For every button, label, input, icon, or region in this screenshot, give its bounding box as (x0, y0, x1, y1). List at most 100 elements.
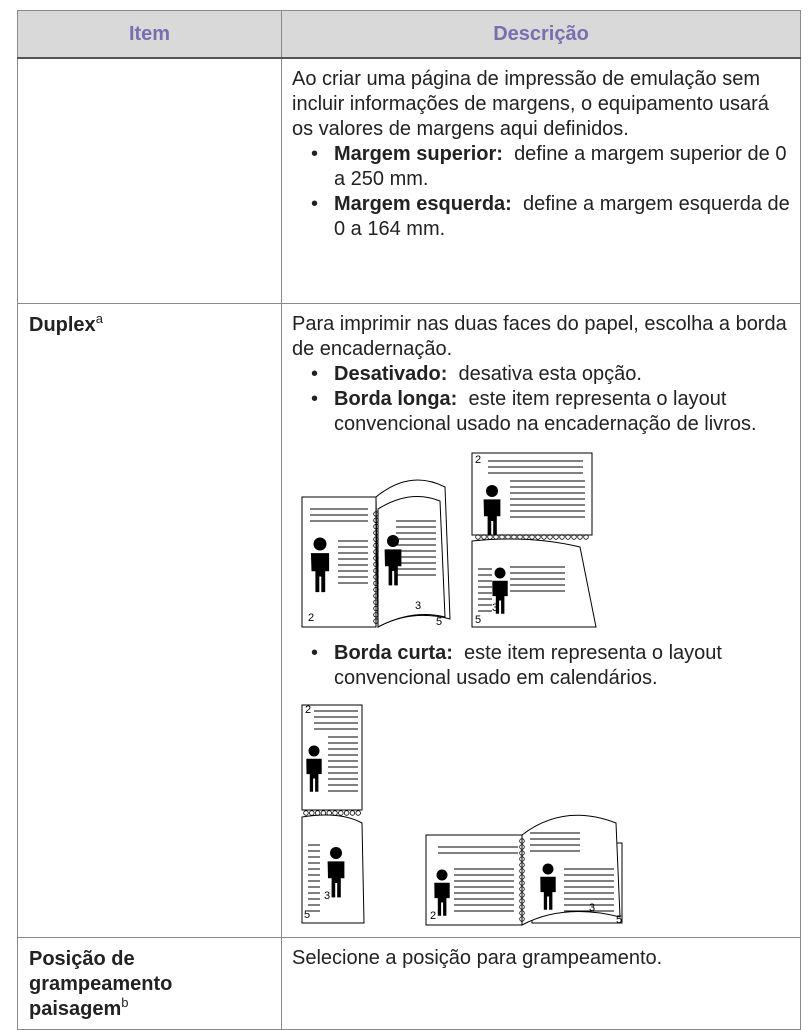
long-edge-figure: 235 (301, 479, 451, 628)
spiral (332, 809, 338, 816)
bullet: Borda longa: este item representa o layo… (311, 387, 792, 437)
spiral (475, 533, 481, 540)
person-head (436, 869, 448, 880)
spiral (565, 533, 571, 540)
page-number: 3 (415, 600, 421, 612)
text: este item representa o layout convencion… (334, 641, 722, 689)
spiral (373, 542, 379, 548)
figure-row: 2 3 5 2 3 5 (300, 703, 792, 927)
spiral (373, 592, 379, 599)
page (301, 704, 363, 810)
note: b (121, 994, 129, 1010)
person-body (327, 860, 345, 897)
spiral (553, 533, 559, 540)
page (471, 538, 597, 627)
text: define a margem superior de 0 a 250 mm. (334, 143, 787, 190)
description-cell: Selecione a posição para grampeamento. (281, 936, 801, 1030)
spiral (373, 548, 379, 554)
spiral (577, 533, 583, 540)
paragraph: Selecione a posição para grampeamento. (292, 946, 663, 969)
spiral (373, 535, 379, 542)
options-table: Item Descrição Ao criar uma página de im… (17, 10, 801, 1030)
spiral (519, 855, 525, 862)
spiral (519, 873, 525, 880)
person-head (486, 484, 498, 497)
spiral (373, 529, 379, 536)
bullet: Desativado: desativa esta opção. (311, 362, 792, 387)
page (521, 814, 621, 926)
page-number: 5 (475, 614, 481, 626)
spiral (519, 879, 525, 886)
person-body (310, 552, 330, 592)
item-cell: Posição de grampeamento paisagemb (17, 936, 282, 1030)
text: define a margem esquerda de 0 a 164 mm. (334, 193, 790, 240)
long-edge-figure: 235 (471, 452, 597, 627)
spiral (355, 809, 361, 816)
page-number: 3 (492, 602, 498, 614)
page-number: 5 (304, 909, 310, 921)
page-number: 2 (430, 910, 436, 922)
page-number: 2 (308, 612, 314, 624)
description-cell: Para imprimir nas duas faces do papel, e… (281, 302, 801, 938)
person-head (308, 745, 320, 756)
term: Desativado: (334, 362, 448, 385)
person-body (434, 882, 450, 916)
page-number: 3 (589, 902, 595, 914)
term: Margem esquerda: (334, 193, 512, 215)
page-number: 3 (324, 890, 330, 902)
spiral (519, 867, 525, 874)
term: Borda longa: (334, 387, 458, 410)
spiral (481, 533, 487, 540)
person-body (384, 548, 402, 585)
spiral (571, 533, 577, 540)
spiral (519, 849, 525, 856)
spiral (309, 809, 315, 816)
spiral (303, 809, 309, 816)
bullet-list: Desativado: desativa esta opção. Borda l… (292, 362, 792, 437)
spiral (519, 915, 525, 922)
term: Borda curta: (334, 641, 453, 664)
bullet: Borda curta: este item representa o layo… (311, 641, 792, 691)
bullet: Margem superior: define a margem superio… (311, 142, 792, 192)
spiral (373, 510, 379, 517)
person-body (483, 498, 501, 535)
spiral (519, 891, 525, 898)
person-head (330, 846, 342, 859)
short-edge-figure: 2 3 5 (425, 814, 623, 926)
item-cell (17, 57, 282, 304)
spiral (519, 897, 525, 904)
short-edge-figure: 2 3 5 (301, 704, 365, 923)
spiral (373, 617, 379, 624)
spiral (373, 561, 379, 567)
page-number: 5 (616, 914, 622, 926)
page (377, 495, 446, 628)
paragraph: Ao criar uma página de impressão de emul… (292, 68, 769, 140)
spiral (541, 533, 547, 540)
term: Margem superior: (334, 143, 503, 165)
person-head (542, 863, 554, 874)
person-body (306, 758, 322, 792)
spiral (314, 809, 321, 816)
person-head (387, 534, 399, 547)
spiral (547, 533, 553, 540)
spiral (519, 909, 525, 916)
spiral (349, 809, 356, 816)
person-head (313, 537, 327, 550)
item: Posição de grampeamento paisagem (29, 947, 173, 1020)
spiral (338, 809, 344, 816)
header-cell: Descrição (281, 10, 801, 59)
spiral (373, 586, 379, 592)
item: Duplex (29, 313, 96, 336)
item-cell: Duplexa (17, 302, 282, 938)
spiral (343, 809, 350, 816)
spiral (519, 837, 525, 844)
person-body (492, 580, 508, 614)
spiral (519, 861, 525, 868)
text: este item representa o layout convencion… (334, 387, 757, 435)
header-cell: Item (17, 10, 282, 59)
note: a (95, 310, 103, 326)
spiral (373, 580, 379, 586)
bullet-list: Borda curta: este item representa o layo… (292, 641, 792, 691)
